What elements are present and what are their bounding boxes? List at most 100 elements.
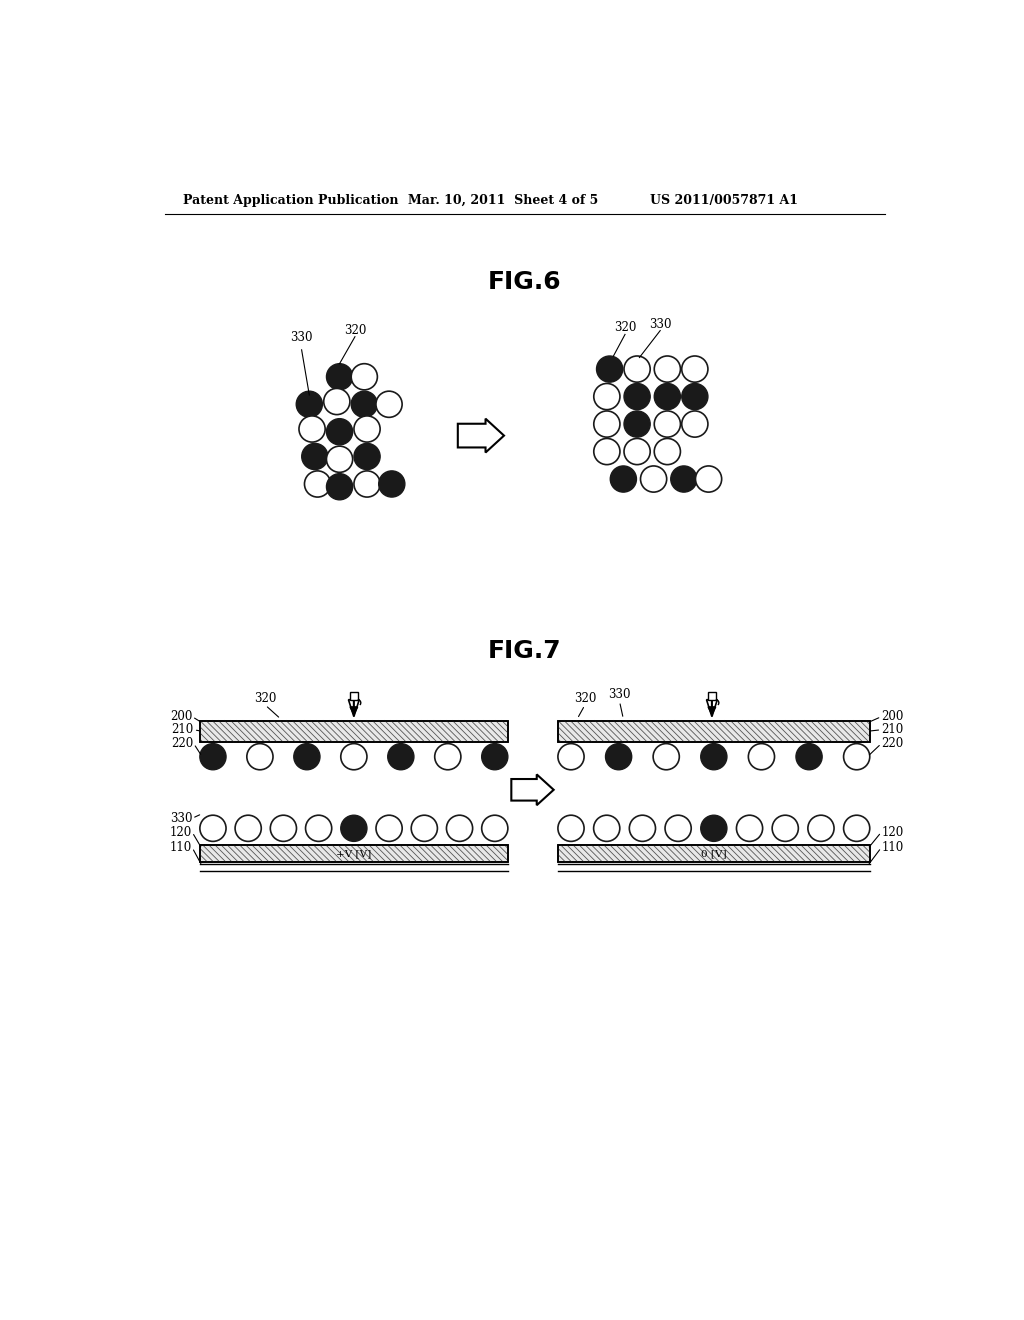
- Text: 120: 120: [882, 825, 903, 838]
- Text: 110: 110: [882, 841, 903, 854]
- Circle shape: [435, 743, 461, 770]
- Circle shape: [351, 391, 378, 417]
- Bar: [708, 692, 716, 700]
- Circle shape: [294, 743, 319, 770]
- Circle shape: [808, 816, 835, 841]
- Text: 320: 320: [613, 322, 636, 334]
- Circle shape: [844, 743, 869, 770]
- Circle shape: [236, 816, 261, 841]
- Circle shape: [665, 816, 691, 841]
- Text: 0 [V]: 0 [V]: [701, 849, 727, 858]
- Circle shape: [327, 364, 352, 389]
- Circle shape: [772, 816, 799, 841]
- Text: 320: 320: [573, 692, 596, 705]
- Text: 320: 320: [254, 692, 276, 705]
- Circle shape: [671, 466, 697, 492]
- Circle shape: [558, 816, 584, 841]
- Text: 330: 330: [608, 688, 631, 701]
- Bar: [558, 845, 869, 862]
- Circle shape: [624, 356, 650, 383]
- Circle shape: [302, 444, 328, 470]
- Circle shape: [682, 411, 708, 437]
- Circle shape: [376, 816, 402, 841]
- Bar: [558, 721, 869, 742]
- Polygon shape: [458, 418, 504, 453]
- Circle shape: [481, 743, 508, 770]
- Circle shape: [682, 356, 708, 383]
- Circle shape: [296, 391, 323, 417]
- Polygon shape: [511, 775, 554, 805]
- Circle shape: [640, 466, 667, 492]
- Circle shape: [324, 388, 350, 414]
- Bar: [200, 721, 508, 742]
- Text: 200: 200: [170, 710, 193, 723]
- Bar: [200, 845, 508, 862]
- Text: 210: 210: [882, 723, 903, 737]
- Circle shape: [736, 816, 763, 841]
- Circle shape: [700, 816, 727, 841]
- Circle shape: [594, 438, 620, 465]
- Circle shape: [200, 743, 226, 770]
- Circle shape: [341, 816, 367, 841]
- Bar: [350, 692, 357, 700]
- Circle shape: [624, 438, 650, 465]
- Circle shape: [682, 384, 708, 409]
- Circle shape: [481, 816, 508, 841]
- Text: US 2011/0057871 A1: US 2011/0057871 A1: [650, 194, 799, 207]
- Circle shape: [594, 411, 620, 437]
- Circle shape: [653, 743, 679, 770]
- Circle shape: [594, 816, 620, 841]
- Text: FIG.6: FIG.6: [488, 269, 561, 293]
- Circle shape: [654, 438, 680, 465]
- Circle shape: [610, 466, 637, 492]
- Circle shape: [597, 356, 623, 383]
- Text: Patent Application Publication: Patent Application Publication: [183, 194, 398, 207]
- Circle shape: [388, 743, 414, 770]
- Circle shape: [749, 743, 774, 770]
- Bar: [558, 845, 869, 862]
- Circle shape: [379, 471, 404, 498]
- Circle shape: [341, 743, 367, 770]
- Text: 120: 120: [170, 825, 193, 838]
- Text: 320: 320: [344, 323, 367, 337]
- Circle shape: [412, 816, 437, 841]
- Text: 200: 200: [882, 710, 904, 723]
- Circle shape: [299, 416, 326, 442]
- Circle shape: [654, 356, 680, 383]
- Circle shape: [558, 743, 584, 770]
- Circle shape: [304, 471, 331, 498]
- Bar: [200, 845, 508, 862]
- Circle shape: [700, 743, 727, 770]
- Text: FIG.7: FIG.7: [488, 639, 561, 663]
- Circle shape: [624, 384, 650, 409]
- Text: 210: 210: [171, 723, 194, 737]
- Circle shape: [351, 364, 378, 389]
- Circle shape: [844, 816, 869, 841]
- Circle shape: [446, 816, 473, 841]
- Text: 220: 220: [882, 737, 903, 750]
- Circle shape: [327, 446, 352, 473]
- Circle shape: [605, 743, 632, 770]
- Circle shape: [624, 411, 650, 437]
- Circle shape: [327, 474, 352, 500]
- Text: 220: 220: [171, 737, 194, 750]
- Circle shape: [376, 391, 402, 417]
- Text: 330: 330: [291, 331, 313, 345]
- Text: +V [V]: +V [V]: [336, 849, 372, 858]
- Circle shape: [654, 384, 680, 409]
- Circle shape: [630, 816, 655, 841]
- Circle shape: [327, 418, 352, 445]
- Circle shape: [695, 466, 722, 492]
- Circle shape: [270, 816, 297, 841]
- Circle shape: [305, 816, 332, 841]
- Text: 110: 110: [170, 841, 193, 854]
- Bar: [558, 721, 869, 742]
- Circle shape: [247, 743, 273, 770]
- Text: 330: 330: [170, 812, 193, 825]
- Circle shape: [200, 816, 226, 841]
- Circle shape: [654, 411, 680, 437]
- Circle shape: [796, 743, 822, 770]
- Bar: [200, 721, 508, 742]
- Circle shape: [354, 471, 380, 498]
- Circle shape: [594, 384, 620, 409]
